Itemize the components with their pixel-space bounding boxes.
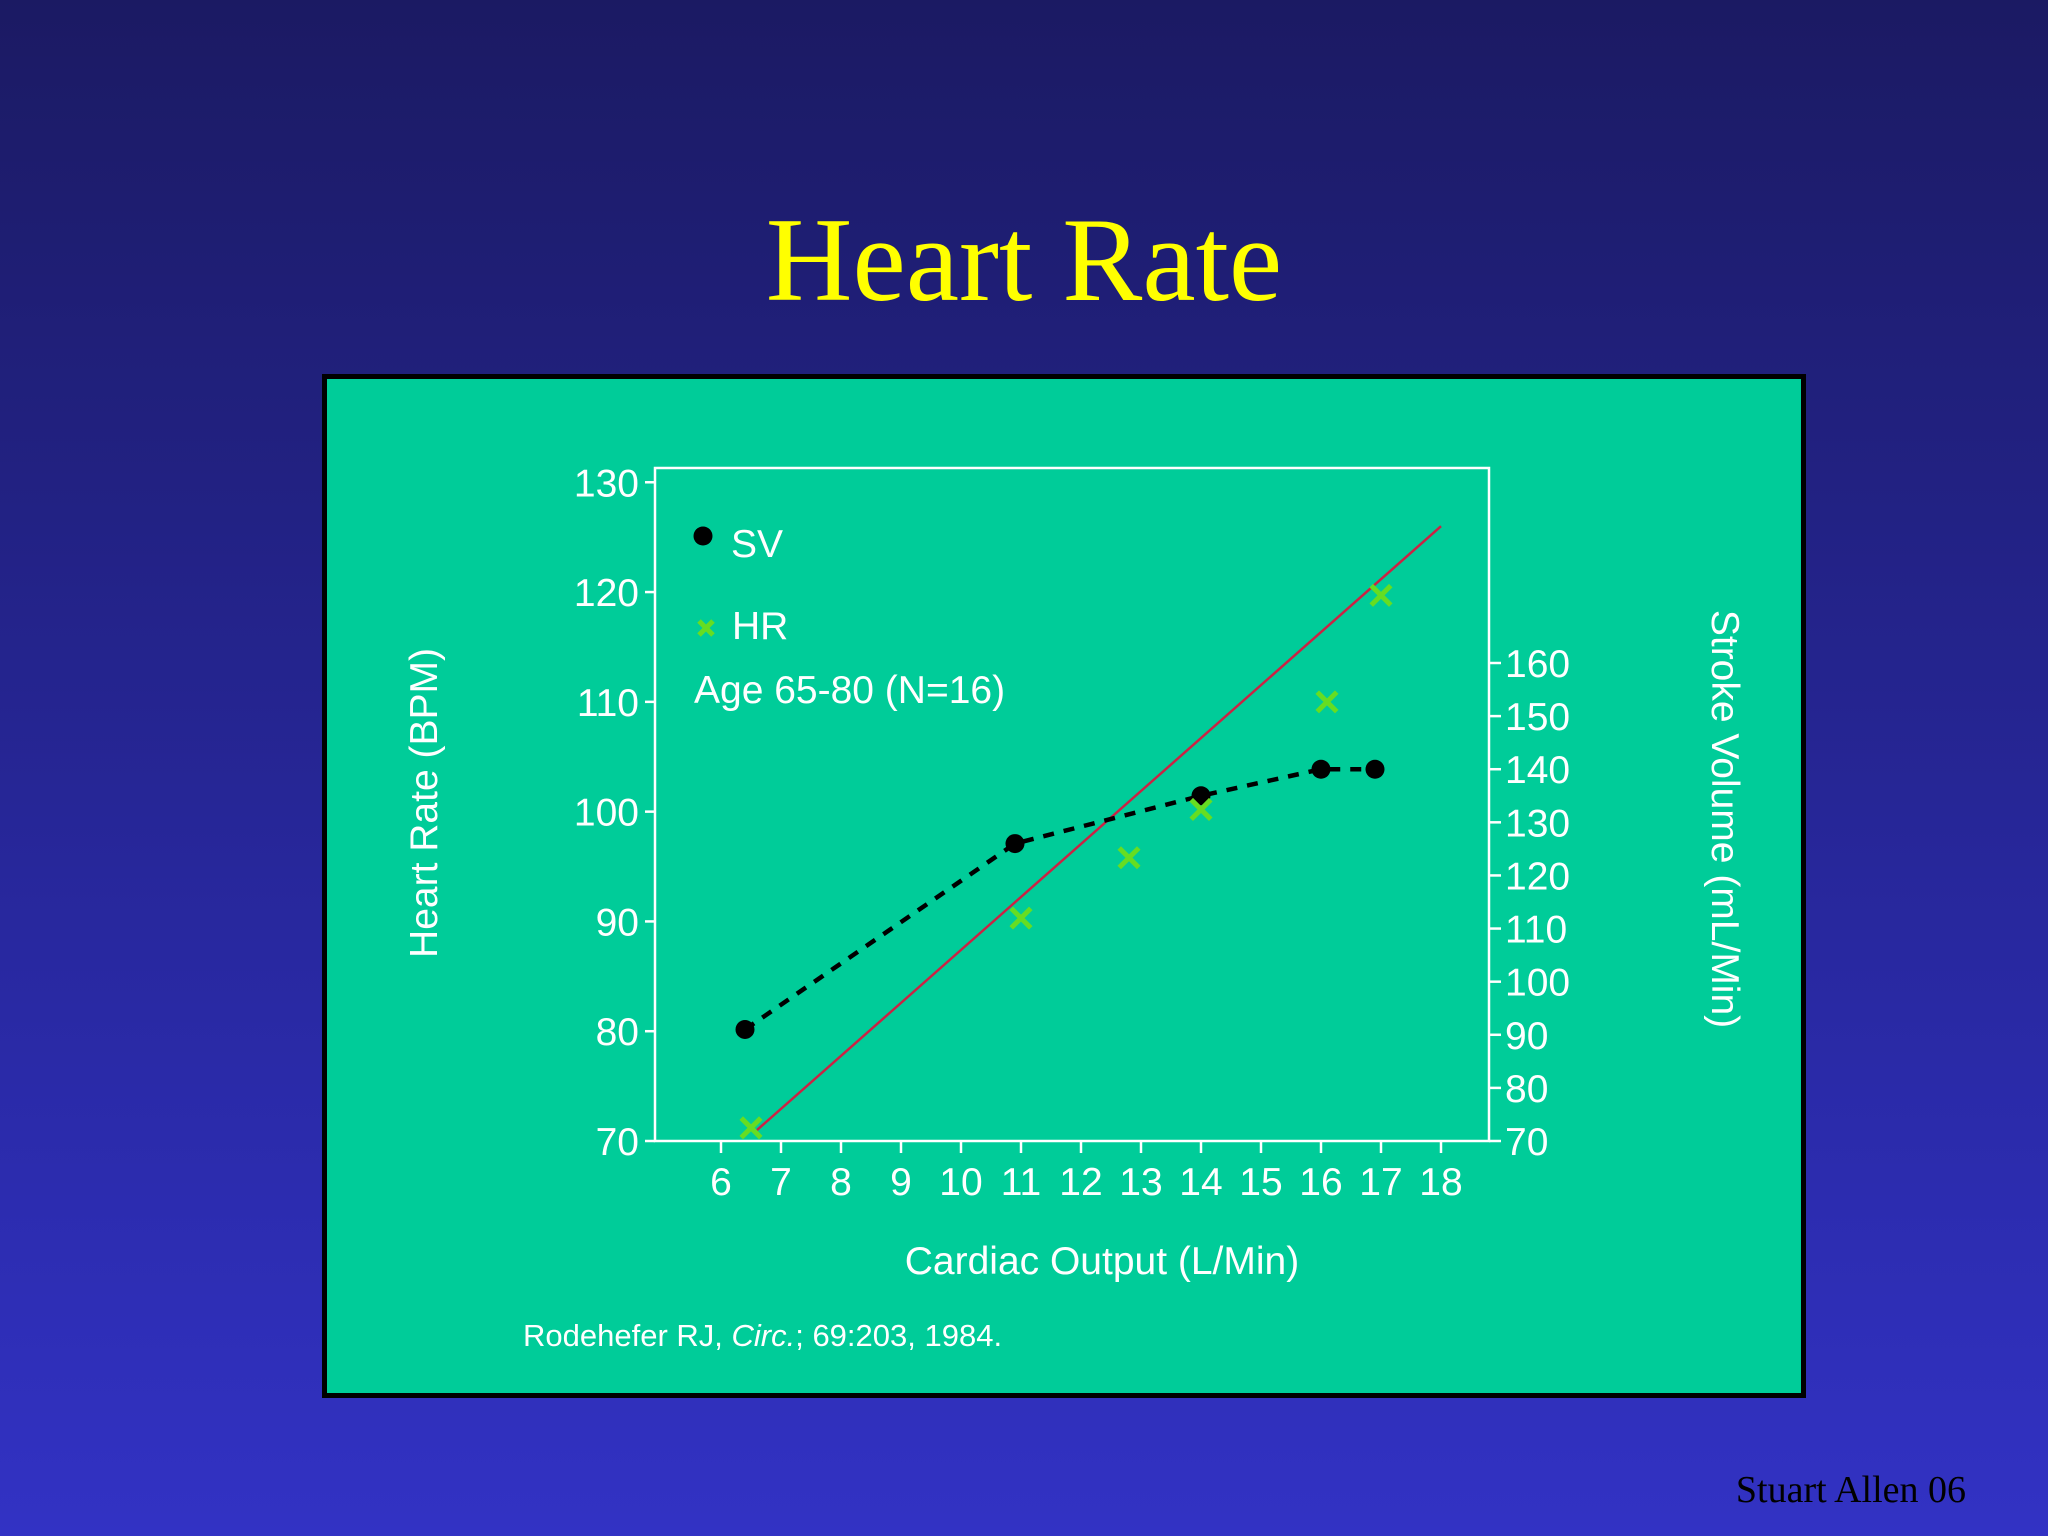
x-tick-label-15: 15 (1239, 1161, 1282, 1204)
x-tick-label-16: 16 (1299, 1161, 1342, 1204)
y2-tick-label-100: 100 (1505, 962, 1570, 1005)
y-tick-label-100: 100 (574, 792, 639, 835)
y-tick-label-80: 80 (596, 1011, 639, 1054)
x-tick-label-11: 11 (1001, 1161, 1042, 1204)
sv-point-2 (1191, 786, 1211, 806)
citation: Rodehefer RJ, Circ.; 69:203, 1984. (523, 1318, 1002, 1354)
y2-tick-label-80: 80 (1505, 1068, 1548, 1111)
x-tick-label-8: 8 (830, 1161, 852, 1204)
y-tick-label-120: 120 (574, 572, 639, 615)
hr-point-4 (1315, 690, 1339, 714)
citation-journal: Circ. (731, 1318, 796, 1353)
y2-tick-label-150: 150 (1505, 696, 1570, 739)
x-tick-label-6: 6 (710, 1161, 732, 1204)
x-tick-label-7: 7 (770, 1161, 792, 1204)
y2-tick-label-120: 120 (1505, 855, 1570, 898)
hr-point-2 (1117, 846, 1141, 870)
y2-tick-label-130: 130 (1505, 802, 1570, 845)
hr-point-5 (1369, 583, 1393, 607)
x-axis-label: Cardiac Output (L/Min) (905, 1240, 1299, 1283)
slide-title: Heart Rate (765, 193, 1283, 326)
sv-point-1 (1005, 834, 1025, 854)
legend-sv-marker (693, 526, 713, 546)
x-tick-label-9: 9 (890, 1161, 912, 1204)
sv-point-4 (1365, 759, 1385, 779)
hr-fit-line (756, 525, 1442, 1131)
hr-point-1 (1009, 906, 1033, 930)
y2-tick-label-140: 140 (1505, 749, 1570, 792)
legend-hr-label: HR (732, 605, 788, 648)
hr-point-3 (1189, 797, 1213, 821)
x-tick-label-18: 18 (1419, 1161, 1462, 1204)
hr-point-0 (739, 1116, 763, 1140)
chart-panel: 70 80 90 100 110 120 130 6 7 8 9 10 11 12 13 14 15 16 17 18… (322, 374, 1806, 1398)
chart-annotation: Age 65-80 (N=16) (694, 669, 1005, 712)
y2-tick-label-160: 160 (1505, 643, 1570, 686)
y-tick-label-90: 90 (596, 901, 639, 944)
y-axis-label: Heart Rate (BPM) (403, 648, 446, 958)
sv-point-0 (735, 1019, 755, 1039)
x-tick-label-12: 12 (1059, 1161, 1102, 1204)
y-tick-label-70: 70 (596, 1121, 639, 1164)
y2-axis-label: Stroke Volume (mL/Min) (1703, 610, 1746, 1028)
x-tick-label-10: 10 (939, 1161, 982, 1204)
legend-sv-label: SV (731, 523, 783, 566)
sv-point-3 (1311, 759, 1331, 779)
x-tick-label-17: 17 (1359, 1161, 1402, 1204)
sv-series-line (743, 766, 1375, 1032)
y2-tick-label-90: 90 (1505, 1015, 1548, 1058)
citation-rest: ; 69:203, 1984. (795, 1318, 1003, 1353)
y2-tick-label-110: 110 (1505, 909, 1567, 952)
x-tick-label-14: 14 (1179, 1161, 1222, 1204)
y-tick-label-130: 130 (574, 462, 639, 505)
y2-tick-label-70: 70 (1505, 1121, 1548, 1164)
plot-frame (653, 466, 1491, 1143)
x-tick-label-13: 13 (1119, 1161, 1162, 1204)
citation-author: Rodehefer RJ, (523, 1318, 732, 1353)
footer-credit: Stuart Allen 06 (1735, 1469, 1966, 1511)
legend-hr-marker (697, 619, 715, 637)
chart-svg: 70 80 90 100 110 120 130 6 7 8 9 10 11 12 13 14 15 16 17 18… (403, 462, 1746, 1283)
y-tick-label-110: 110 (577, 682, 639, 725)
